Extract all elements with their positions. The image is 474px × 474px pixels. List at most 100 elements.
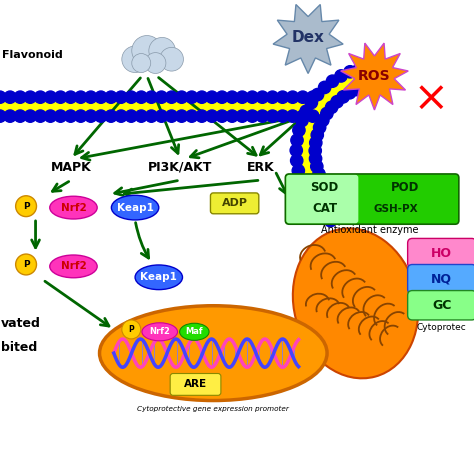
Circle shape xyxy=(317,114,329,127)
Circle shape xyxy=(4,110,16,122)
Text: MAPK: MAPK xyxy=(51,161,91,173)
Circle shape xyxy=(125,110,137,122)
Text: Cytoprotec: Cytoprotec xyxy=(417,323,466,331)
Text: GC: GC xyxy=(432,299,451,312)
Circle shape xyxy=(145,110,157,122)
Circle shape xyxy=(105,91,117,103)
Circle shape xyxy=(307,110,319,122)
Circle shape xyxy=(310,153,322,165)
Circle shape xyxy=(297,91,309,103)
Ellipse shape xyxy=(142,323,177,341)
Circle shape xyxy=(196,91,208,103)
Text: Maf: Maf xyxy=(185,328,203,336)
Circle shape xyxy=(85,91,97,103)
Circle shape xyxy=(326,75,338,87)
Circle shape xyxy=(324,215,337,227)
Circle shape xyxy=(4,91,16,103)
Circle shape xyxy=(165,110,178,122)
Ellipse shape xyxy=(293,228,418,378)
Text: GSH-PX: GSH-PX xyxy=(374,203,418,214)
Circle shape xyxy=(55,110,67,122)
Circle shape xyxy=(256,91,269,103)
Circle shape xyxy=(337,91,349,103)
Circle shape xyxy=(55,91,67,103)
Circle shape xyxy=(16,254,36,275)
Circle shape xyxy=(74,110,87,122)
Text: Nrf2: Nrf2 xyxy=(61,261,86,272)
Text: Nrf2: Nrf2 xyxy=(149,328,170,336)
Circle shape xyxy=(135,91,147,103)
Circle shape xyxy=(292,164,304,177)
Circle shape xyxy=(216,110,228,122)
Circle shape xyxy=(95,91,107,103)
Circle shape xyxy=(293,124,305,137)
Ellipse shape xyxy=(100,306,327,401)
Circle shape xyxy=(266,91,279,103)
Circle shape xyxy=(358,81,370,93)
Circle shape xyxy=(135,110,147,122)
Circle shape xyxy=(326,101,338,113)
Text: Cytoprotective gene expression promoter: Cytoprotective gene expression promoter xyxy=(137,406,289,411)
FancyBboxPatch shape xyxy=(408,291,474,320)
Circle shape xyxy=(34,91,46,103)
Circle shape xyxy=(316,175,328,188)
Text: HO: HO xyxy=(431,246,452,260)
FancyBboxPatch shape xyxy=(408,264,474,294)
Circle shape xyxy=(175,110,188,122)
Circle shape xyxy=(296,114,308,127)
Circle shape xyxy=(310,201,322,213)
Ellipse shape xyxy=(50,255,97,278)
Circle shape xyxy=(115,91,127,103)
Circle shape xyxy=(132,54,151,73)
Circle shape xyxy=(310,137,322,149)
Circle shape xyxy=(336,199,348,211)
Circle shape xyxy=(297,110,309,122)
FancyBboxPatch shape xyxy=(285,174,459,224)
FancyBboxPatch shape xyxy=(286,175,358,223)
Polygon shape xyxy=(341,43,408,110)
Circle shape xyxy=(313,168,325,180)
Circle shape xyxy=(329,194,342,207)
FancyBboxPatch shape xyxy=(170,374,221,395)
Circle shape xyxy=(286,91,299,103)
FancyBboxPatch shape xyxy=(210,193,259,214)
Ellipse shape xyxy=(50,196,97,219)
Circle shape xyxy=(331,96,343,108)
Circle shape xyxy=(64,110,77,122)
Text: P: P xyxy=(23,260,29,269)
Circle shape xyxy=(373,60,385,73)
Text: Keap1: Keap1 xyxy=(140,272,177,283)
Circle shape xyxy=(291,134,303,146)
Text: NQ: NQ xyxy=(431,273,452,286)
Circle shape xyxy=(149,37,175,64)
Circle shape xyxy=(145,53,166,73)
Circle shape xyxy=(365,80,378,92)
Circle shape xyxy=(276,91,289,103)
Circle shape xyxy=(324,189,337,201)
Circle shape xyxy=(319,81,331,93)
Circle shape xyxy=(14,91,27,103)
Circle shape xyxy=(321,107,333,119)
Circle shape xyxy=(105,110,117,122)
Text: bited: bited xyxy=(1,341,37,354)
Text: ERK: ERK xyxy=(247,161,274,173)
Circle shape xyxy=(216,91,228,103)
Circle shape xyxy=(344,65,356,78)
Circle shape xyxy=(44,110,56,122)
Circle shape xyxy=(226,91,238,103)
Circle shape xyxy=(85,110,97,122)
Circle shape xyxy=(305,96,318,109)
Circle shape xyxy=(344,87,356,99)
Circle shape xyxy=(309,145,321,157)
Circle shape xyxy=(286,110,299,122)
Circle shape xyxy=(317,208,329,220)
Circle shape xyxy=(335,70,347,82)
FancyBboxPatch shape xyxy=(408,238,474,268)
Circle shape xyxy=(95,110,107,122)
Circle shape xyxy=(313,121,326,134)
Circle shape xyxy=(256,110,269,122)
Circle shape xyxy=(165,91,178,103)
Circle shape xyxy=(16,196,36,217)
Circle shape xyxy=(300,105,312,118)
Text: P: P xyxy=(128,325,134,334)
